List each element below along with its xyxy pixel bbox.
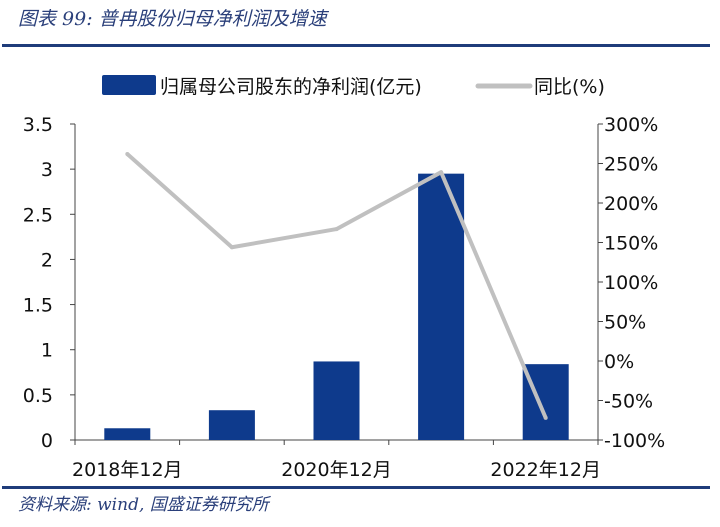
left-tick-label: 1.5 — [23, 295, 53, 317]
right-tick-label: 250% — [604, 154, 658, 176]
left-tick-label: 0 — [41, 430, 53, 452]
bottom-divider — [2, 486, 710, 489]
source-note: 资料来源: wind, 国盛证券研究所 — [18, 495, 269, 515]
left-tick-label: 1 — [41, 340, 53, 362]
right-tick-label: 200% — [604, 193, 658, 215]
right-tick-label: -100% — [604, 430, 665, 452]
right-tick-label: 100% — [604, 272, 658, 294]
bar-2021年12月 — [418, 173, 465, 440]
line-point-2018年12月 — [125, 152, 130, 157]
line-point-2020年12月 — [334, 227, 339, 232]
x-tick-label: 2018年12月 — [72, 459, 183, 481]
x-tick-label: 2022年12月 — [490, 459, 601, 481]
bar-2020年12月 — [313, 361, 360, 440]
right-tick-label: 0% — [604, 351, 634, 373]
legend-swatch-net-profit — [102, 75, 156, 95]
left-tick-label: 2.5 — [23, 204, 53, 226]
top-divider — [2, 44, 710, 47]
line-point-2022年12月 — [543, 415, 548, 420]
line-point-2019年12月 — [229, 245, 234, 250]
legend-label-net-profit: 归属母公司股东的净利润(亿元) — [160, 76, 422, 98]
bar-2018年12月 — [104, 428, 151, 440]
right-tick-label: 150% — [604, 233, 658, 255]
left-tick-label: 3 — [41, 159, 53, 181]
left-tick-label: 0.5 — [23, 385, 53, 407]
figure-title: 图表 99: 普冉股份归母净利润及增速 — [18, 8, 327, 30]
x-tick-label: 2020年12月 — [281, 459, 392, 481]
legend-label-yoy: 同比(%) — [534, 76, 605, 98]
right-tick-label: 300% — [604, 114, 658, 136]
line-point-2021年12月 — [439, 170, 444, 175]
left-tick-label: 2 — [41, 249, 53, 271]
right-tick-label: 50% — [604, 312, 646, 334]
right-tick-label: -50% — [604, 391, 653, 413]
bar-2019年12月 — [208, 410, 255, 440]
left-tick-label: 3.5 — [23, 114, 53, 136]
